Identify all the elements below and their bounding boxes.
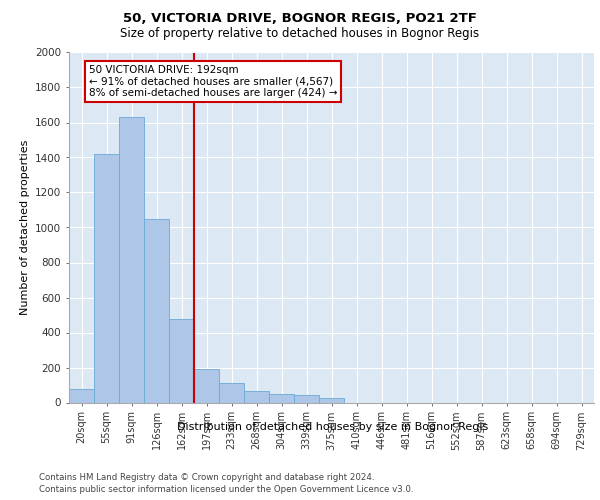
Text: 50 VICTORIA DRIVE: 192sqm
← 91% of detached houses are smaller (4,567)
8% of sem: 50 VICTORIA DRIVE: 192sqm ← 91% of detac… [89,64,337,98]
Bar [69,390,94,402]
Bar [219,383,244,402]
Text: 50, VICTORIA DRIVE, BOGNOR REGIS, PO21 2TF: 50, VICTORIA DRIVE, BOGNOR REGIS, PO21 2… [123,12,477,26]
Bar [119,117,144,403]
Bar [194,369,219,402]
Bar [169,318,194,402]
Bar [269,394,294,402]
Text: Contains HM Land Registry data © Crown copyright and database right 2024.: Contains HM Land Registry data © Crown c… [39,472,374,482]
Bar [144,219,169,402]
Bar [319,398,344,402]
Text: Size of property relative to detached houses in Bognor Regis: Size of property relative to detached ho… [121,28,479,40]
Text: Contains public sector information licensed under the Open Government Licence v3: Contains public sector information licen… [39,485,413,494]
Bar [294,394,319,402]
Y-axis label: Number of detached properties: Number of detached properties [20,140,29,315]
Text: Distribution of detached houses by size in Bognor Regis: Distribution of detached houses by size … [178,422,488,432]
Bar [94,154,119,402]
Bar [244,391,269,402]
